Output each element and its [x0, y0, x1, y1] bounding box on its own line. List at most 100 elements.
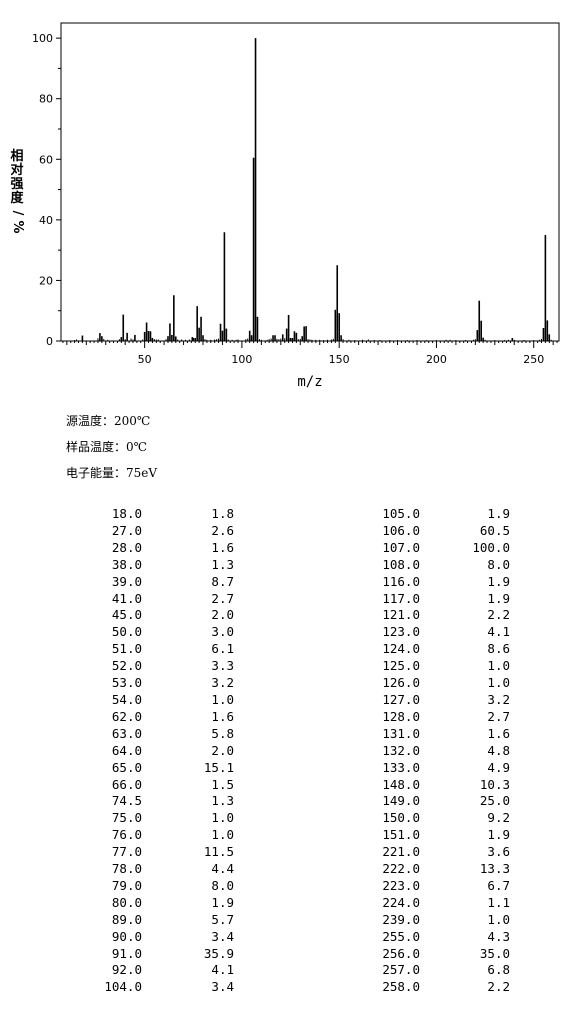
column-gap: [234, 844, 338, 861]
column-gap: [234, 962, 338, 979]
mz-value: 27.0: [111, 522, 142, 538]
mz-value: 148.0: [382, 776, 420, 792]
intensity-value: 1.0: [211, 810, 234, 826]
mz-value: 39.0: [111, 573, 142, 589]
mz-value: 53.0: [111, 675, 142, 691]
intensity-value: 3.6: [487, 844, 510, 860]
mz-value: 28.0: [111, 539, 142, 555]
column-gap: [234, 574, 338, 591]
intensity-value: 8.0: [487, 556, 510, 572]
mz-value: 77.0: [111, 844, 142, 860]
column-gap: [234, 607, 338, 624]
intensity-value: 3.2: [487, 691, 510, 707]
y-axis-label-char: 度: [10, 191, 24, 206]
mz-value: 117.0: [382, 590, 420, 606]
intensity-value: 4.8: [487, 742, 510, 758]
mz-value: 91.0: [111, 945, 142, 961]
mz-value: 90.0: [111, 928, 142, 944]
y-axis-label-char: 相: [10, 149, 24, 164]
table-row: 52.0 3.3 125.0 1.0: [70, 658, 510, 675]
intensity-value: 1.5: [211, 776, 234, 792]
column-gap: [234, 709, 338, 726]
table-row: 39.0 8.7 116.0 1.9: [70, 574, 510, 591]
intensity-value: 1.6: [487, 725, 510, 741]
table-row: 38.0 1.3 108.0 8.0: [70, 557, 510, 574]
intensity-value: 4.1: [487, 624, 510, 640]
column-gap: [234, 506, 338, 523]
mz-value: 92.0: [111, 962, 142, 978]
column-gap: [234, 523, 338, 540]
column-gap: [234, 726, 338, 743]
intensity-value: 4.4: [211, 861, 234, 877]
y-axis-label: 相对强度 /%: [8, 150, 26, 234]
intensity-value: 4.1: [211, 962, 234, 978]
column-gap: [234, 895, 338, 912]
table-row: 78.0 4.4 222.0 13.3: [70, 861, 510, 878]
table-row: 79.0 8.0 223.0 6.7: [70, 878, 510, 895]
intensity-value: 1.9: [487, 590, 510, 606]
table-row: 28.0 1.6 107.0 100.0: [70, 540, 510, 557]
mz-value: 126.0: [382, 675, 420, 691]
y-axis-label-char: %: [10, 220, 25, 234]
table-row: 74.5 1.3 149.0 25.0: [70, 793, 510, 810]
table-row: 27.0 2.6 106.0 60.5: [70, 523, 510, 540]
column-gap: [234, 777, 338, 794]
mz-value: 80.0: [111, 894, 142, 910]
table-row: 66.0 1.5 148.0 10.3: [70, 777, 510, 794]
mz-value: 63.0: [111, 725, 142, 741]
mz-value: 255.0: [382, 928, 420, 944]
column-gap: [234, 624, 338, 641]
mz-value: 76.0: [111, 827, 142, 843]
intensity-value: 6.7: [487, 877, 510, 893]
x-tick-label: 250: [523, 353, 544, 366]
mz-value: 106.0: [382, 522, 420, 538]
y-tick-label: 20: [39, 274, 53, 287]
intensity-value: 3.4: [211, 928, 234, 944]
intensity-value: 35.0: [479, 945, 510, 961]
mz-value: 131.0: [382, 725, 420, 741]
y-tick-label: 60: [39, 153, 53, 166]
intensity-value: 8.0: [211, 877, 234, 893]
x-tick-label: 50: [138, 353, 152, 366]
column-gap: [234, 658, 338, 675]
mz-value: 239.0: [382, 911, 420, 927]
intensity-value: 1.1: [487, 894, 510, 910]
peak-table: 18.0 1.8 105.0 1.9 27.0 2.6 106.0 60.5 28.0 1.6 10…: [70, 506, 510, 996]
mz-value: 79.0: [111, 877, 142, 893]
intensity-value: 9.2: [487, 810, 510, 826]
intensity-value: 1.0: [211, 827, 234, 843]
intensity-value: 3.0: [211, 624, 234, 640]
intensity-value: 1.9: [211, 894, 234, 910]
mz-value: 104.0: [104, 979, 142, 995]
y-tick-label: 40: [39, 214, 53, 227]
mz-value: 150.0: [382, 810, 420, 826]
mz-value: 128.0: [382, 708, 420, 724]
column-gap: [234, 692, 338, 709]
table-row: 51.0 6.1 124.0 8.6: [70, 641, 510, 658]
table-row: 91.0 35.9 256.0 35.0: [70, 946, 510, 963]
table-row: 90.0 3.4 255.0 4.3: [70, 929, 510, 946]
intensity-value: 3.4: [211, 979, 234, 995]
mz-value: 257.0: [382, 962, 420, 978]
y-tick-label: 80: [39, 93, 53, 106]
peak-bars: [74, 38, 552, 341]
intensity-value: 3.2: [211, 675, 234, 691]
column-gap: [234, 861, 338, 878]
mz-value: 133.0: [382, 759, 420, 775]
column-gap: [234, 591, 338, 608]
mz-value: 64.0: [111, 742, 142, 758]
intensity-value: 5.8: [211, 725, 234, 741]
intensity-value: 60.5: [479, 522, 510, 538]
intensity-value: 1.0: [487, 911, 510, 927]
intensity-value: 1.6: [211, 539, 234, 555]
mz-value: 89.0: [111, 911, 142, 927]
mz-value: 116.0: [382, 573, 420, 589]
y-axis-label-char: 强: [10, 177, 24, 192]
intensity-value: 1.0: [487, 675, 510, 691]
mz-value: 121.0: [382, 607, 420, 623]
table-row: 53.0 3.2 126.0 1.0: [70, 675, 510, 692]
table-row: 77.0 11.5 221.0 3.6: [70, 844, 510, 861]
intensity-value: 2.6: [211, 522, 234, 538]
intensity-value: 1.6: [211, 708, 234, 724]
source-temperature: 源温度：200℃: [66, 414, 151, 428]
